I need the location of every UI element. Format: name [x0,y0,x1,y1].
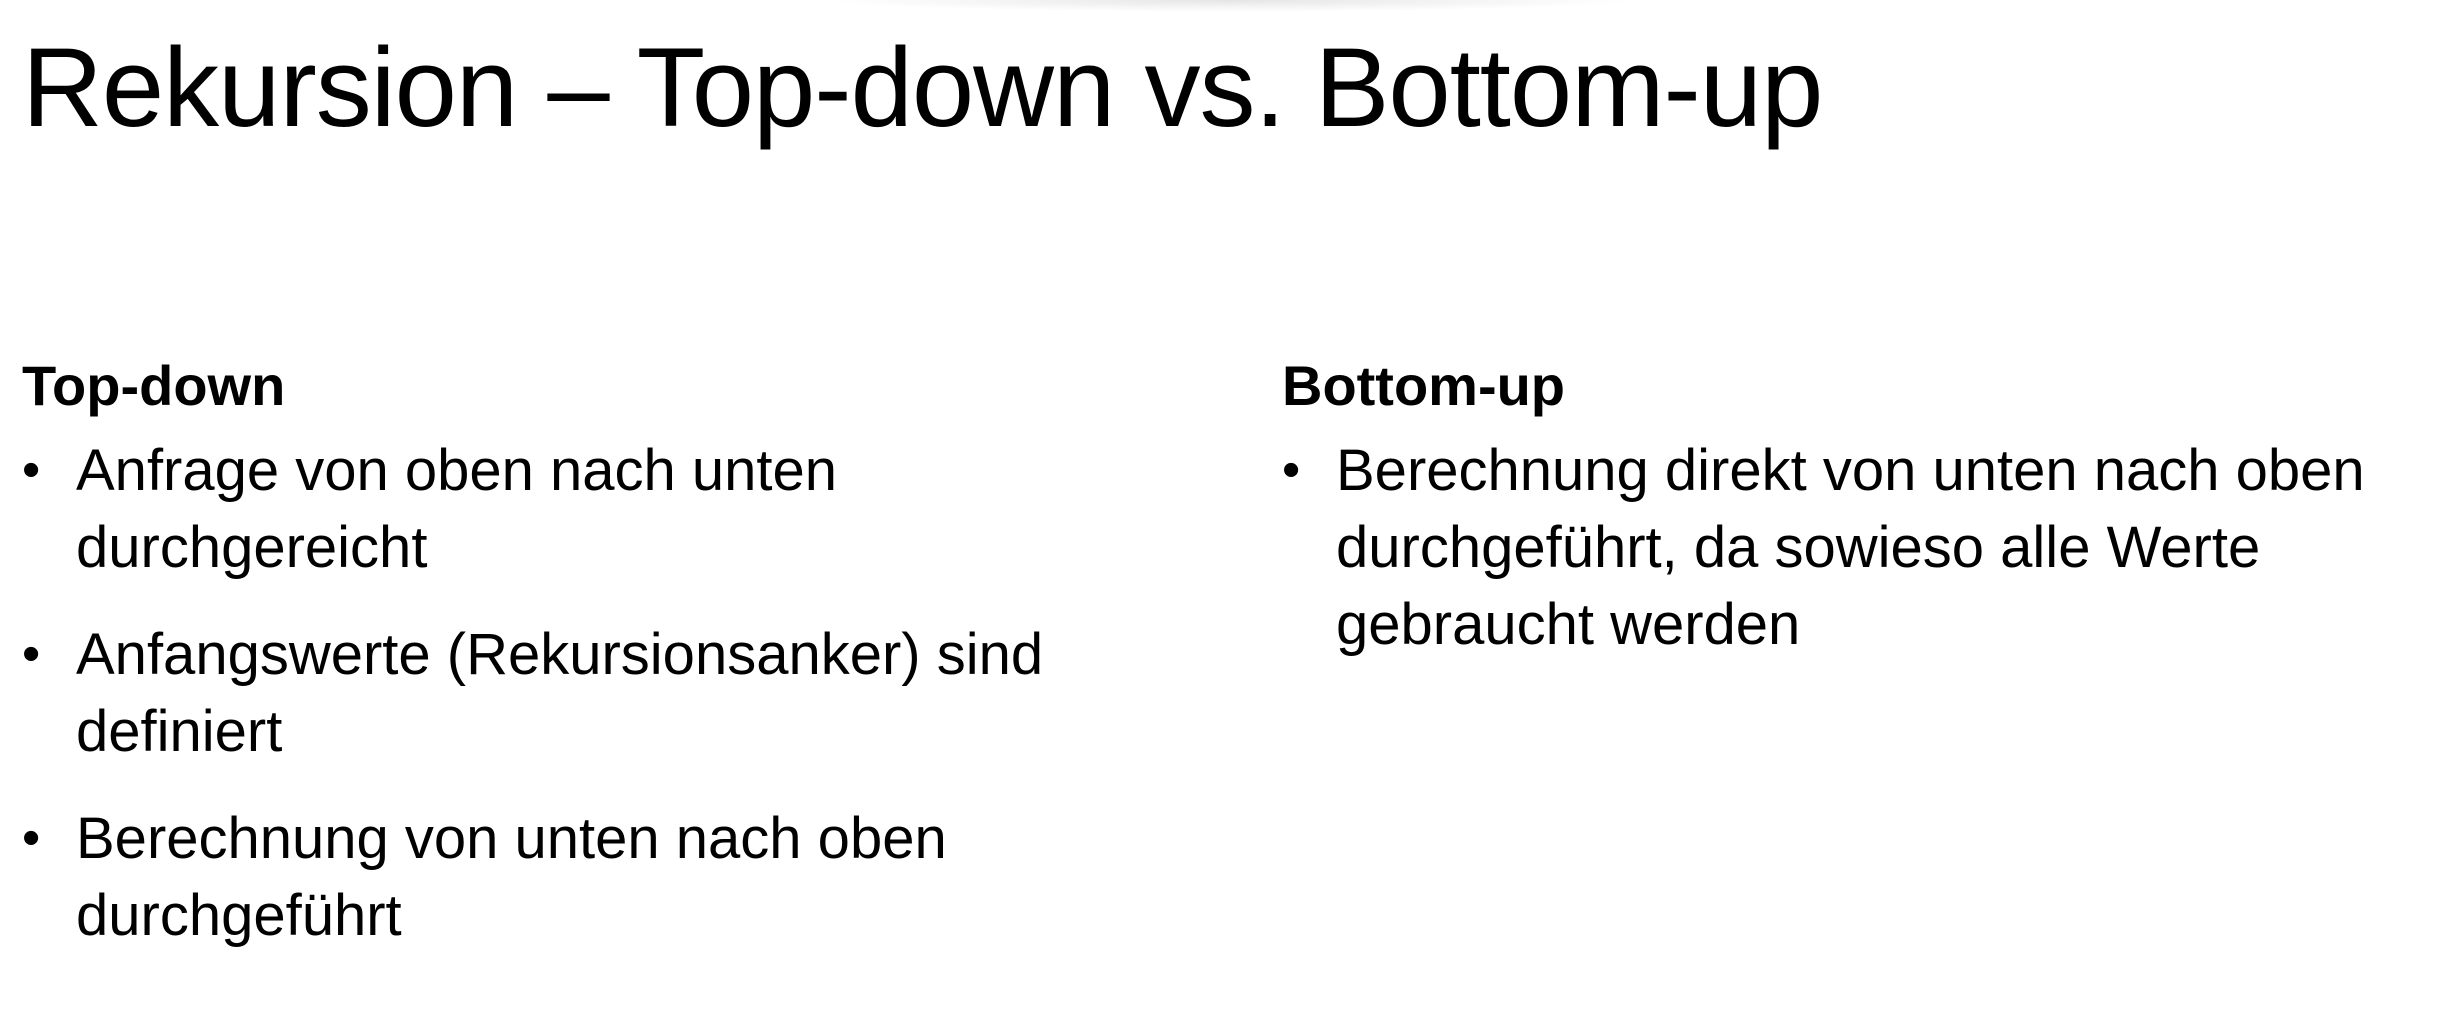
top-down-heading: Top-down [22,354,286,417]
bullet-text: Berechnung direkt von unten nach oben du… [1336,438,2365,657]
bullet-icon: • [22,441,41,499]
bullet-text: Anfrage von oben nach unten durchgereich… [76,438,838,580]
top-down-column: Top-down • Anfrage von oben nach unten d… [22,348,1172,984]
bullet-icon: • [22,809,41,867]
bottom-up-bullet-list: • Berechnung direkt von unten nach oben … [1282,432,2432,663]
bullet-icon: • [22,625,41,683]
list-item: • Berechnung von unten nach oben durchge… [22,800,1172,954]
list-item: • Anfangswerte (Rekursionsanker) sind de… [22,616,1172,770]
bullet-text: Berechnung von unten nach oben durchgefü… [76,806,947,948]
top-edge-shadow [820,0,1640,12]
bullet-text: Anfangswerte (Rekursionsanker) sind defi… [76,622,1044,764]
bottom-up-column: Bottom-up • Berechnung direkt von unten … [1282,348,2432,693]
slide-title: Rekursion – Top-down vs. Bottom-up [22,25,1823,150]
bullet-icon: • [1282,441,1301,499]
list-item: • Berechnung direkt von unten nach oben … [1282,432,2432,663]
list-item: • Anfrage von oben nach unten durchgerei… [22,432,1172,586]
bottom-up-heading: Bottom-up [1282,354,1566,417]
top-down-bullet-list: • Anfrage von oben nach unten durchgerei… [22,432,1172,954]
